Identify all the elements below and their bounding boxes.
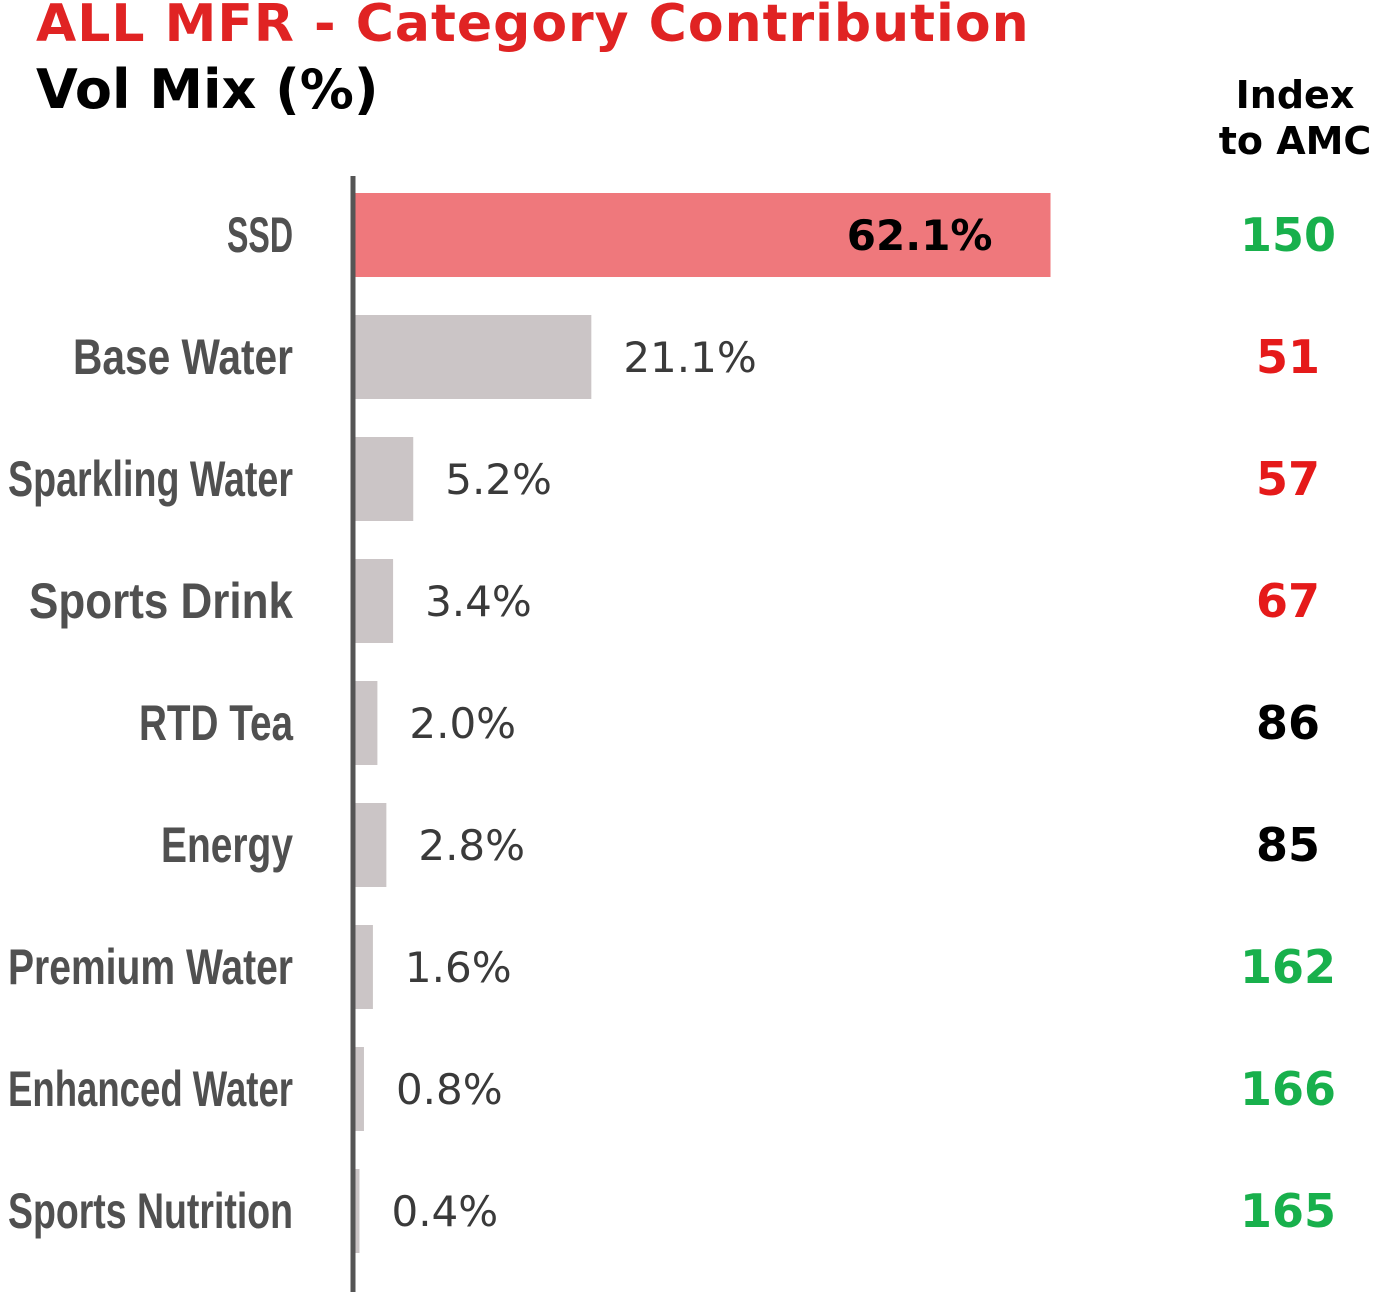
category-label-7: Enhanced Water	[8, 1061, 293, 1117]
chart-title: ALL MFR - Category Contribution	[36, 0, 1030, 54]
category-label-1: Base Water	[73, 329, 293, 385]
index-value-8: 165	[1240, 1184, 1336, 1238]
value-label-7: 0.8%	[396, 1065, 503, 1114]
bar-6	[355, 925, 373, 1009]
chart-subtitle: Vol Mix (%)	[36, 58, 379, 121]
index-value-4: 86	[1256, 696, 1320, 750]
value-label-6: 1.6%	[405, 943, 512, 992]
index-value-0: 150	[1240, 208, 1336, 262]
index-value-5: 85	[1256, 818, 1320, 872]
index-header-line2: to AMC	[1218, 119, 1372, 163]
bar-5	[355, 803, 387, 887]
category-label-8: Sports Nutrition	[8, 1183, 293, 1239]
bar-4	[355, 681, 378, 765]
index-value-1: 51	[1256, 330, 1320, 384]
category-label-4: RTD Tea	[139, 695, 294, 751]
bar-3	[355, 559, 394, 643]
category-label-0: SSD	[227, 207, 293, 263]
value-label-3: 3.4%	[425, 577, 532, 626]
value-label-8: 0.4%	[391, 1187, 498, 1236]
index-value-3: 67	[1256, 574, 1320, 628]
value-label-0: 62.1%	[847, 211, 993, 260]
bar-0	[355, 193, 1051, 277]
value-label-1: 21.1%	[623, 333, 756, 382]
index-header-line1: Index	[1235, 73, 1355, 117]
index-value-7: 166	[1240, 1062, 1336, 1116]
value-label-5: 2.8%	[418, 821, 525, 870]
category-label-2: Sparkling Water	[8, 451, 293, 507]
category-label-6: Premium Water	[8, 939, 293, 995]
bar-1	[355, 315, 592, 399]
category-label-3: Sports Drink	[29, 573, 293, 629]
bar-2	[355, 437, 414, 521]
value-label-4: 2.0%	[409, 699, 516, 748]
value-label-2: 5.2%	[445, 455, 552, 504]
index-value-6: 162	[1240, 940, 1336, 994]
index-value-2: 57	[1256, 452, 1320, 506]
bar-7	[355, 1047, 364, 1131]
bar-8	[355, 1169, 360, 1253]
index-column-header: Index to AMC	[1190, 72, 1400, 164]
category-label-5: Energy	[161, 817, 293, 873]
